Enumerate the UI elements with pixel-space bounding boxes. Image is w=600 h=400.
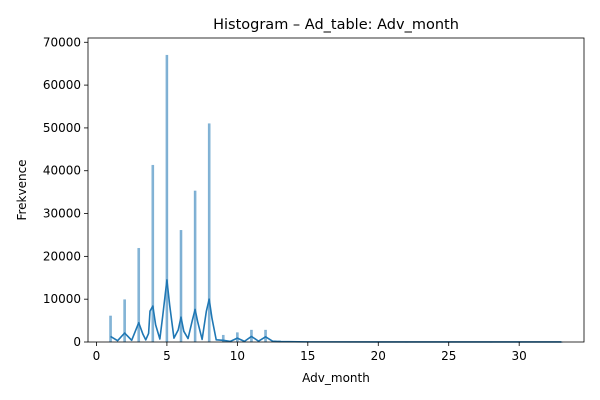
x-tick-label: 20 bbox=[371, 349, 386, 363]
y-tick-label: 70000 bbox=[43, 35, 81, 49]
y-tick-label: 30000 bbox=[43, 207, 81, 221]
x-tick-label: 5 bbox=[163, 349, 171, 363]
kde-line bbox=[110, 279, 562, 343]
histogram-bar bbox=[109, 315, 112, 343]
y-axis: 0 10000 20000 30000 40000 50000 60000 70000 bbox=[43, 35, 88, 349]
x-tick-label: 30 bbox=[512, 349, 527, 363]
histogram-bar bbox=[264, 329, 267, 343]
y-tick-label: 10000 bbox=[43, 292, 81, 306]
chart-title: Histogram – Ad_table: Adv_month bbox=[213, 17, 459, 33]
histogram-bar bbox=[123, 299, 126, 343]
y-tick-label: 20000 bbox=[43, 249, 81, 263]
y-tick-label: 40000 bbox=[43, 164, 81, 178]
y-tick-label: 60000 bbox=[43, 78, 81, 92]
histogram-bar bbox=[137, 247, 141, 343]
histogram-bar bbox=[165, 54, 169, 343]
histogram-bar bbox=[179, 230, 183, 343]
histogram-bars bbox=[109, 54, 563, 343]
x-tick-label: 15 bbox=[300, 349, 315, 363]
x-tick-label: 10 bbox=[230, 349, 245, 363]
x-tick-label: 25 bbox=[441, 349, 456, 363]
x-axis-title: Adv_month bbox=[302, 371, 370, 385]
plot-frame bbox=[87, 37, 585, 343]
x-axis: 0 5 10 15 20 25 30 bbox=[93, 342, 527, 363]
y-tick-label: 0 bbox=[73, 335, 81, 349]
x-tick-label: 0 bbox=[93, 349, 101, 363]
histogram-bar bbox=[193, 190, 197, 343]
histogram-bar bbox=[236, 332, 239, 343]
y-axis-title: Frekvence bbox=[15, 159, 29, 220]
y-tick-label: 50000 bbox=[43, 121, 81, 135]
kde-layer bbox=[110, 279, 562, 343]
